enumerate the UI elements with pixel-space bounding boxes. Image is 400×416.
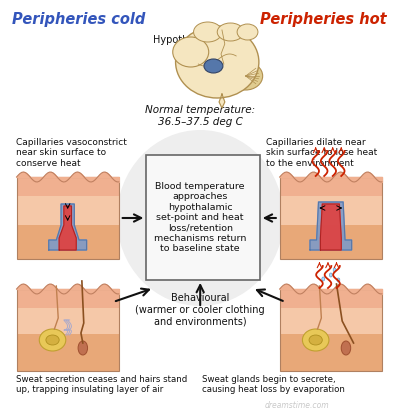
Bar <box>280 289 382 371</box>
Ellipse shape <box>341 341 351 355</box>
Polygon shape <box>59 206 76 250</box>
Ellipse shape <box>322 277 325 281</box>
Ellipse shape <box>78 341 88 355</box>
Ellipse shape <box>237 24 258 40</box>
Ellipse shape <box>329 273 332 277</box>
Text: Capillaries vasoconstrict
near skin surface to
conserve heat: Capillaries vasoconstrict near skin surf… <box>16 138 126 168</box>
Bar <box>16 177 119 259</box>
Bar <box>16 289 119 308</box>
Bar <box>16 308 119 334</box>
Text: Behavioural
(warmer or cooler clothing
and environments): Behavioural (warmer or cooler clothing a… <box>135 293 265 326</box>
Polygon shape <box>219 94 225 108</box>
Bar <box>280 289 382 308</box>
Text: Blood temperature
approaches
hypothalamic
set-point and heat
loss/retention
mech: Blood temperature approaches hypothalami… <box>154 182 246 253</box>
Ellipse shape <box>302 329 329 351</box>
Circle shape <box>117 130 284 306</box>
Text: Peripheries cold: Peripheries cold <box>12 12 146 27</box>
Bar <box>16 177 119 196</box>
Bar <box>280 196 382 225</box>
Bar <box>16 334 119 371</box>
Polygon shape <box>49 204 87 250</box>
Text: Hypothalamus: Hypothalamus <box>153 35 224 62</box>
Text: dreamstime.com: dreamstime.com <box>264 401 329 410</box>
Text: Peripheries hot: Peripheries hot <box>260 12 386 27</box>
Bar <box>16 289 119 371</box>
Ellipse shape <box>309 335 322 345</box>
Ellipse shape <box>337 278 340 282</box>
Ellipse shape <box>204 59 223 73</box>
Ellipse shape <box>39 329 66 351</box>
Ellipse shape <box>173 37 209 67</box>
Ellipse shape <box>176 26 259 98</box>
Text: Normal temperature:
36.5–37.5 deg C: Normal temperature: 36.5–37.5 deg C <box>145 105 255 126</box>
Polygon shape <box>310 202 352 250</box>
Ellipse shape <box>228 62 263 90</box>
Bar <box>280 225 382 259</box>
Bar <box>280 177 382 259</box>
Ellipse shape <box>333 268 336 272</box>
Bar <box>280 177 382 196</box>
Polygon shape <box>320 204 341 250</box>
Bar <box>16 225 119 259</box>
Text: Capillaries dilate near
skin surface to lose heat
to the environment: Capillaries dilate near skin surface to … <box>266 138 378 168</box>
Ellipse shape <box>217 23 244 41</box>
Bar <box>16 196 119 225</box>
Text: Sweat secretion ceases and hairs stand
up, trapping insulating layer of air: Sweat secretion ceases and hairs stand u… <box>16 375 187 394</box>
Ellipse shape <box>46 335 59 345</box>
Text: Sweat glands begin to secrete,
causing heat loss by evaporation: Sweat glands begin to secrete, causing h… <box>202 375 345 394</box>
Bar <box>146 155 260 280</box>
Bar <box>280 308 382 334</box>
Bar <box>280 334 382 371</box>
Ellipse shape <box>194 22 222 42</box>
